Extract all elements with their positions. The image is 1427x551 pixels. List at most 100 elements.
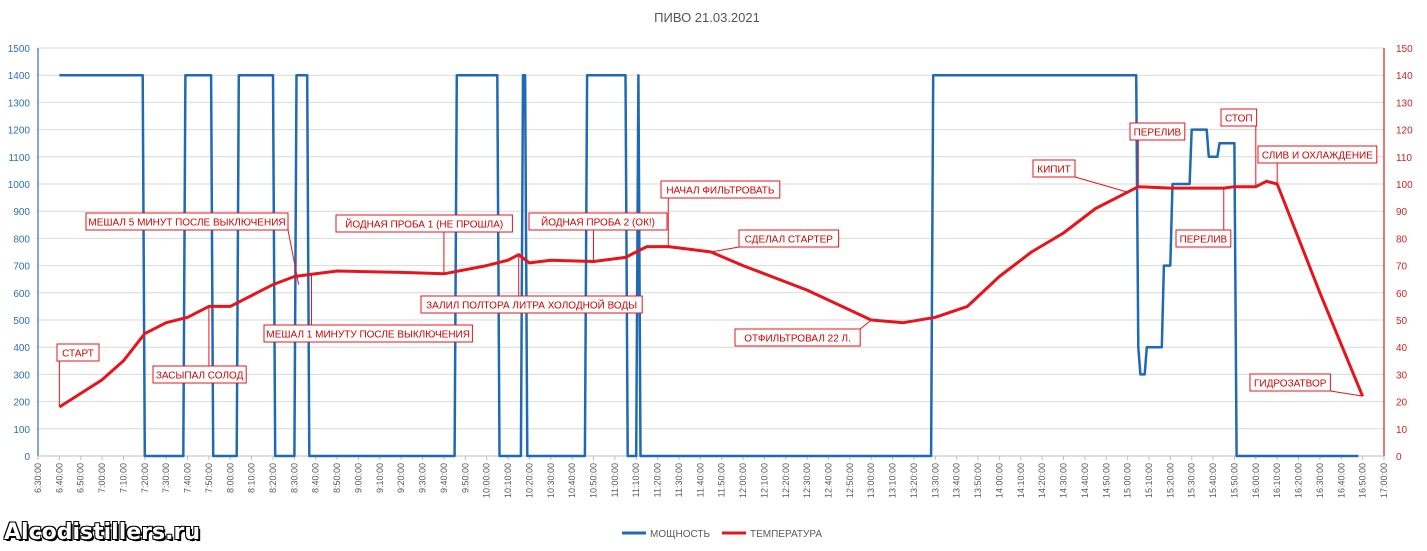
x-tick-label: 16:10:00 (1272, 463, 1282, 498)
x-tick-label: 12:30:00 (802, 463, 812, 498)
annotation-label: ЙОДНАЯ ПРОБА 2 (ОК!) (541, 216, 655, 229)
x-tick-label: 7:40:00 (183, 463, 193, 493)
x-tick-label: 7:10:00 (118, 463, 128, 493)
x-tick-label: 13:10:00 (888, 463, 898, 498)
y-left-tick-label: 1500 (8, 44, 31, 55)
annotation-label: ПЕРЕЛИВ (1180, 235, 1228, 246)
x-tick-label: 13:50:00 (973, 463, 983, 498)
x-tick-label: 16:00:00 (1251, 463, 1261, 498)
annotation-box (1032, 159, 1076, 178)
annotation-leader (1074, 176, 1128, 193)
x-tick-label: 15:30:00 (1187, 463, 1197, 498)
x-tick-label: 12:10:00 (759, 463, 769, 498)
x-tick-label: 11:30:00 (674, 463, 684, 497)
x-tick-label: 17:00:00 (1379, 463, 1389, 498)
y-left-tick-label: 800 (13, 234, 30, 245)
x-tick-label: 15:40:00 (1208, 463, 1218, 498)
x-tick-label: 6:30:00 (33, 463, 43, 493)
watermark: Alcodistillers.ru (4, 520, 200, 545)
y-left-tick-label: 500 (13, 316, 30, 327)
y-right-tick-label: 80 (1396, 234, 1408, 245)
axes: 0100200300400500600700800900100011001200… (8, 44, 1413, 498)
series (58, 73, 1364, 458)
x-tick-label: 8:10:00 (247, 463, 257, 493)
x-tick-label: 10:10:00 (503, 463, 513, 498)
y-right-tick-label: 20 (1396, 398, 1408, 409)
annotation-box (263, 324, 473, 343)
annotation-leader (859, 319, 872, 330)
y-right-tick-label: 100 (1396, 180, 1413, 191)
y-left-tick-label: 1200 (8, 126, 31, 137)
x-tick-label: 12:00:00 (738, 463, 748, 498)
annotation-label: СДЕЛАЛ СТАРТЕР (745, 235, 834, 246)
x-tick-label: 13:30:00 (930, 463, 940, 498)
x-tick-label: 14:00:00 (994, 463, 1004, 498)
x-tick-label: 11:10:00 (631, 463, 641, 497)
annotation-box (85, 212, 289, 231)
y-left-tick-label: 1000 (8, 180, 31, 191)
annotation-label: МЕШАЛ 5 МИНУТ ПОСЛЕ ВЫКЛЮЧЕНИЯ (88, 218, 285, 229)
x-tick-label: 8:40:00 (311, 463, 321, 493)
y-right-tick-label: 120 (1396, 126, 1413, 137)
x-tick-label: 15:50:00 (1229, 463, 1239, 498)
x-tick-label: 13:00:00 (866, 463, 876, 498)
annotation-box (420, 295, 643, 314)
annotation-leader (710, 246, 740, 253)
x-tick-label: 12:40:00 (824, 463, 834, 498)
x-tick-label: 7:00:00 (97, 463, 107, 493)
series-line-power (59, 73, 1359, 458)
y-left-tick-label: 900 (13, 207, 30, 218)
x-tick-label: 12:20:00 (781, 463, 791, 498)
legend: МОЩНОСТЬ ТЕМПЕРАТУРА (622, 529, 822, 540)
chart-title: ПИВО 21.03.2021 (654, 10, 760, 25)
x-tick-label: 6:50:00 (76, 463, 86, 493)
x-tick-label: 16:30:00 (1315, 463, 1325, 498)
annotation-box (152, 365, 247, 384)
y-right-tick-label: 110 (1396, 153, 1412, 164)
x-tick-label: 10:40:00 (567, 463, 577, 498)
x-tick-label: 15:20:00 (1165, 463, 1175, 498)
x-tick-label: 10:30:00 (546, 463, 556, 498)
x-tick-label: 7:20:00 (140, 463, 150, 493)
annotation-leader (1330, 390, 1363, 397)
x-tick-label: 9:20:00 (396, 463, 406, 493)
annotation-box (56, 343, 100, 362)
x-tick-label: 8:50:00 (332, 463, 342, 493)
annotation-label: СТОП (1225, 114, 1253, 125)
x-tick-label: 8:20:00 (268, 463, 278, 493)
x-tick-label: 11:20:00 (653, 463, 663, 497)
annotation-label: ЗАСЫПАЛ СОЛОД (156, 371, 244, 382)
x-tick-label: 9:50:00 (460, 463, 470, 493)
x-tick-label: 16:50:00 (1358, 463, 1368, 498)
annotation-label: ГИДРОЗАТВОР (1254, 379, 1327, 390)
x-tick-label: 11:50:00 (717, 463, 727, 497)
y-left-tick-label: 1400 (8, 71, 31, 82)
x-tick-label: 9:40:00 (439, 463, 449, 493)
x-tick-label: 16:20:00 (1294, 463, 1304, 498)
annotation-box (335, 214, 513, 233)
y-right-tick-label: 30 (1396, 370, 1408, 381)
x-tick-label: 10:20:00 (524, 463, 534, 498)
annotation-label: ОТФИЛЬТРОВАЛ 22 Л. (744, 334, 851, 345)
y-left-tick-label: 100 (13, 425, 30, 436)
y-left-tick-label: 600 (13, 289, 30, 300)
annotation-label: СЛИВ И ОХЛАЖДЕНИЕ (1262, 151, 1373, 162)
annotation-label: ЗАЛИЛ ПОЛТОРА ЛИТРА ХОЛОДНОЙ ВОДЫ (426, 299, 637, 312)
x-tick-label: 14:20:00 (1037, 463, 1047, 498)
x-tick-label: 11:40:00 (695, 463, 705, 497)
annotation-label: НАЧАЛ ФИЛЬТРОВАТЬ (666, 186, 775, 197)
annotation-box (1257, 145, 1378, 164)
x-tick-label: 11:00:00 (610, 463, 620, 497)
x-tick-label: 15:10:00 (1144, 463, 1154, 498)
x-tick-label: 15:00:00 (1123, 463, 1133, 498)
y-right-tick-label: 0 (1396, 452, 1402, 463)
y-right-tick-label: 10 (1396, 425, 1408, 436)
y-left-tick-label: 700 (13, 262, 30, 273)
series-line-temperature (58, 179, 1364, 409)
y-left-tick-label: 1300 (8, 98, 31, 109)
y-right-tick-label: 40 (1396, 343, 1408, 354)
annotation-box (738, 229, 840, 248)
x-tick-label: 9:10:00 (375, 463, 385, 493)
y-right-tick-label: 90 (1396, 207, 1408, 218)
x-tick-label: 14:40:00 (1080, 463, 1090, 498)
